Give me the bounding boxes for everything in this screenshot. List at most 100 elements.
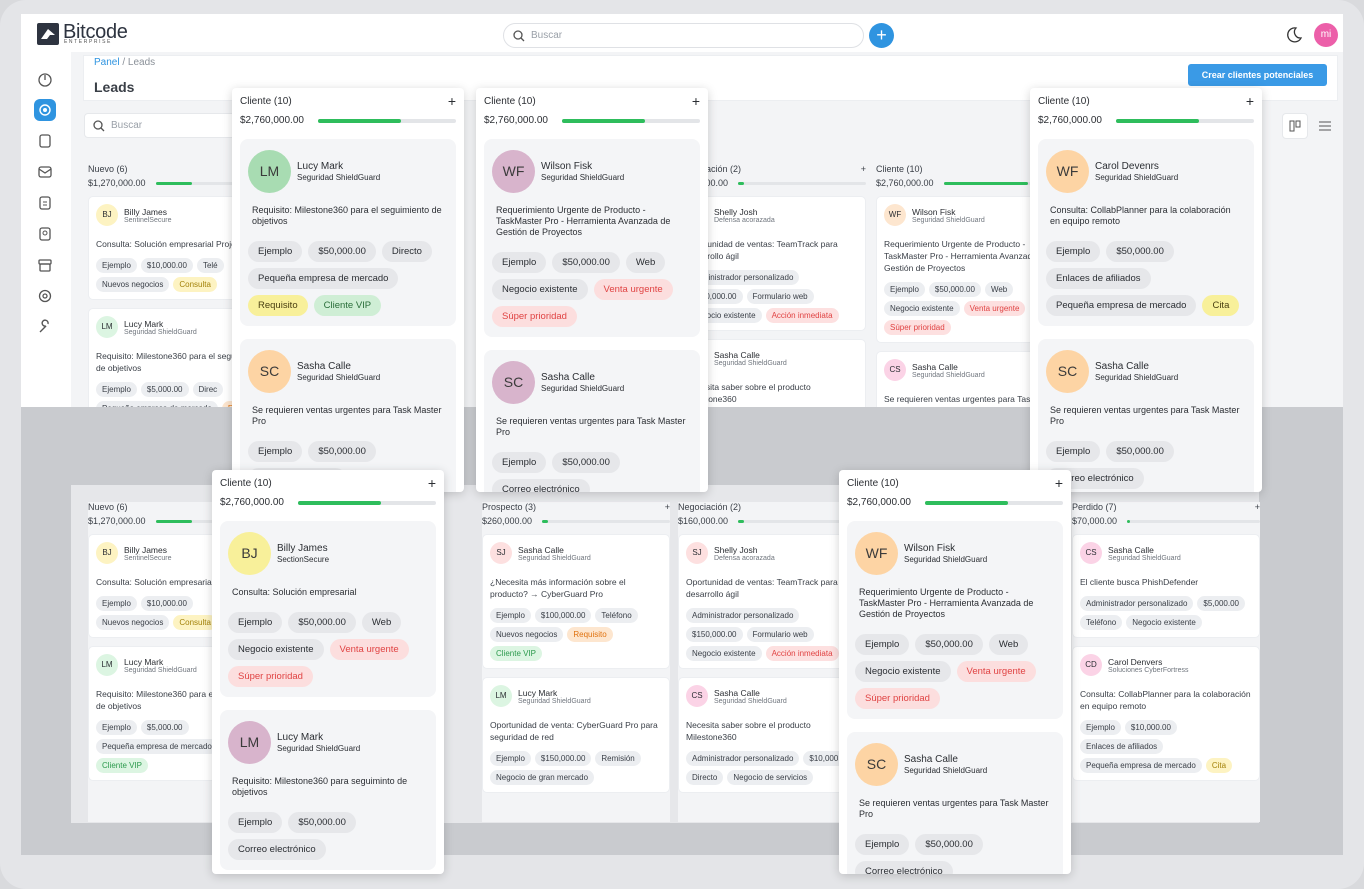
- tag: Súper prioridad: [492, 306, 577, 327]
- breadcrumb-current: Leads: [127, 57, 156, 68]
- sidebar-item-dashboard[interactable]: [34, 68, 56, 90]
- column-title: Nuevo (6): [88, 164, 128, 174]
- global-search-input[interactable]: Buscar: [503, 23, 864, 48]
- column-add-icon[interactable]: +: [691, 93, 700, 109]
- moon-icon[interactable]: [1285, 26, 1303, 44]
- column-total: $2,760,000.00: [847, 497, 1063, 508]
- mail-icon: [38, 166, 52, 178]
- tag: $5,000.00: [140, 720, 189, 735]
- page-title: Leads: [94, 79, 135, 95]
- column-title: Cliente (10): [240, 96, 292, 107]
- avatar: CS: [1080, 542, 1102, 564]
- breadcrumb-panel-link[interactable]: Panel: [94, 57, 120, 68]
- column-progress: [738, 519, 866, 523]
- brand-logo[interactable]: Bitcode ENTERPRISE: [36, 22, 128, 46]
- sidebar-item-tools[interactable]: [34, 316, 56, 338]
- lead-company: Seguridad ShieldGuard: [904, 555, 988, 564]
- lead-company: Seguridad ShieldGuard: [912, 371, 985, 379]
- column-add-icon[interactable]: +: [1054, 475, 1063, 491]
- lead-card[interactable]: SC Sasha Calle Seguridad ShieldGuard Se req…: [847, 732, 1063, 874]
- kanban-view-button[interactable]: [1282, 113, 1308, 139]
- lead-company: Soluciones CyberFortress: [1108, 666, 1189, 674]
- lead-card[interactable]: LM Lucy Mark Seguridad ShieldGuard Requisit…: [240, 139, 456, 326]
- sidebar-item-notes[interactable]: [34, 130, 56, 152]
- column-add-icon[interactable]: +: [860, 164, 866, 174]
- column-title: Negociación (2): [678, 164, 742, 174]
- lead-company: Seguridad ShieldGuard: [1095, 373, 1179, 382]
- column-progress: [561, 118, 700, 123]
- lead-card-header: SC Sasha Calle Seguridad ShieldGuard: [855, 743, 1055, 786]
- lead-card[interactable]: BJ Billy James SectionSecure Consulta: Solu…: [220, 521, 436, 697]
- lead-identity: Wilson Fisk Seguridad ShieldGuard: [912, 207, 985, 224]
- lead-card[interactable]: SC Sasha Calle Seguridad ShieldGuard Se req…: [484, 350, 700, 492]
- lead-company: Seguridad ShieldGuard: [277, 744, 361, 753]
- tag: $50,000.00: [288, 612, 356, 633]
- lead-name: Lucy Mark: [277, 732, 324, 743]
- user-avatar[interactable]: mi: [1314, 23, 1338, 47]
- sidebar-item-archive[interactable]: [34, 254, 56, 276]
- column-total: $1,270,000.00: [88, 178, 276, 188]
- lead-card[interactable]: LM Lucy Mark Seguridad ShieldGuard Oportuni…: [482, 677, 670, 793]
- sidebar-item-leads[interactable]: [34, 99, 56, 121]
- column-total: $160,000.00: [678, 516, 866, 526]
- lead-card[interactable]: SC Sasha Calle Seguridad ShieldGuard Se req…: [1038, 339, 1254, 492]
- lead-card[interactable]: SJ Sasha Calle Seguridad ShieldGuard ¿Neces…: [482, 534, 670, 669]
- lead-card-header: LM Lucy Mark Seguridad ShieldGuard: [248, 150, 448, 193]
- column-progress: [297, 500, 436, 505]
- sidebar-item-mail[interactable]: [34, 161, 56, 183]
- tag: $10,000.00: [140, 258, 193, 273]
- add-button[interactable]: +: [869, 23, 894, 48]
- lead-card[interactable]: WF Carol Devenrs Seguridad ShieldGuard Cons…: [1038, 139, 1254, 326]
- lead-card[interactable]: CD Carol Denvers Soluciones CyberFortress C…: [1072, 646, 1260, 781]
- lead-card[interactable]: LM Lucy Mark Seguridad ShieldGuard Requisit…: [220, 710, 436, 870]
- tag: Web: [625, 252, 666, 273]
- sidebar-item-tasks[interactable]: [34, 192, 56, 214]
- lead-name: Sasha Calle: [297, 361, 351, 372]
- list-view-icon[interactable]: [1318, 119, 1332, 133]
- tag: Súper prioridad: [228, 666, 313, 687]
- lead-card-header: WF Wilson Fisk Seguridad ShieldGuard: [492, 150, 692, 193]
- overlay-column: Cliente (10) + $2,760,000.00 WF Carol Devenr…: [1030, 88, 1262, 492]
- lead-card-header: BJ Billy James SectionSecure: [228, 532, 428, 575]
- lead-card-header: CD Carol Denvers Soluciones CyberFortress: [1080, 654, 1252, 676]
- tag: Negocio de servicios: [727, 770, 814, 785]
- column-add-icon[interactable]: +: [1245, 93, 1254, 109]
- lead-identity: Sasha Calle Seguridad ShieldGuard: [541, 372, 624, 393]
- filter-icon: [1289, 120, 1301, 132]
- sidebar-item-settings[interactable]: [34, 285, 56, 307]
- column-title: Cliente (10): [1038, 96, 1090, 107]
- column-add-icon[interactable]: +: [447, 93, 456, 109]
- lead-name: Billy James: [277, 543, 328, 554]
- lead-text: Se requieren ventas urgentes para Task M…: [859, 798, 1049, 819]
- create-leads-button[interactable]: Crear clientes potenciales: [1188, 64, 1327, 86]
- column-value: $2,760,000.00: [220, 497, 284, 508]
- column-value: $2,760,000.00: [847, 497, 911, 508]
- tag: Teléfono: [1080, 615, 1123, 630]
- tag: $50,000.00: [552, 252, 620, 273]
- column-value: $2,760,000.00: [240, 115, 304, 126]
- column-add-icon[interactable]: +: [427, 475, 436, 491]
- lead-card[interactable]: WF Wilson Fisk Seguridad ShieldGuard Requer…: [484, 139, 700, 337]
- lead-name: Lucy Mark: [297, 161, 344, 172]
- leads-search-input[interactable]: Buscar: [84, 113, 244, 138]
- lead-card[interactable]: CS Sasha Calle Seguridad ShieldGuard El cli…: [1072, 534, 1260, 638]
- column-add-icon[interactable]: +: [1254, 502, 1260, 512]
- lead-text: Se requieren ventas urgentes para Task M…: [252, 405, 442, 426]
- lead-identity: Sasha Calle Seguridad ShieldGuard: [297, 361, 380, 382]
- column-add-icon[interactable]: +: [664, 502, 670, 512]
- lead-card-header: SC Sasha Calle Seguridad ShieldGuard: [248, 350, 448, 393]
- lead-card[interactable]: WF Wilson Fisk Seguridad ShieldGuard Requer…: [847, 521, 1063, 719]
- lead-company: Seguridad ShieldGuard: [1108, 554, 1181, 562]
- lead-card[interactable]: SC Sasha Calle Seguridad ShieldGuard Se req…: [240, 339, 456, 492]
- sidebar-item-contacts[interactable]: [34, 223, 56, 245]
